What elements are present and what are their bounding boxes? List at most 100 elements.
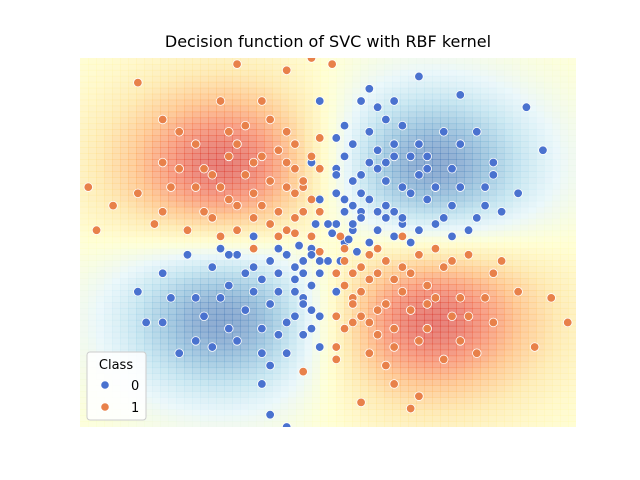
heatmap-cell (104, 81, 113, 89)
heatmap-cell (496, 415, 505, 422)
heatmap-cell (504, 218, 513, 226)
heatmap-cell (280, 337, 289, 345)
heatmap-cell (288, 177, 297, 184)
heatmap-cell (280, 302, 289, 309)
heatmap-cell (112, 147, 121, 154)
heatmap-cell (480, 421, 489, 427)
heatmap-cell (280, 58, 289, 65)
heatmap-cell (552, 355, 561, 363)
heatmap-cell (480, 93, 489, 101)
heatmap-cell (232, 218, 241, 226)
heatmap-cell (376, 171, 385, 178)
heatmap-cell (112, 302, 121, 309)
heatmap-cell (208, 355, 217, 363)
heatmap-cell (96, 141, 105, 148)
heatmap-cell (376, 188, 385, 196)
heatmap-cell (176, 361, 185, 369)
heatmap-cell (200, 75, 209, 83)
heatmap-cell (296, 236, 305, 244)
heatmap-cell (416, 81, 425, 89)
heatmap-cell (568, 266, 576, 273)
heatmap-cell (560, 313, 569, 321)
heatmap-cell (128, 69, 137, 77)
heatmap-cell (528, 87, 537, 95)
heatmap-cell (288, 385, 297, 392)
heatmap-cell (264, 284, 273, 291)
heatmap-cell (344, 385, 353, 392)
heatmap-cell (256, 415, 265, 422)
heatmap-cell (192, 171, 201, 178)
heatmap-cell (400, 171, 409, 178)
heatmap-cell (120, 153, 129, 160)
heatmap-cell (552, 415, 561, 422)
heatmap-cell (432, 117, 441, 125)
heatmap-cell (536, 260, 545, 267)
heatmap-cell (528, 361, 537, 369)
class-1-point (215, 96, 226, 106)
heatmap-cell (344, 93, 353, 101)
heatmap-cell (168, 337, 177, 345)
heatmap-cell (464, 337, 473, 345)
heatmap-cell (544, 99, 553, 107)
heatmap-cell (400, 75, 409, 83)
heatmap-cell (224, 409, 233, 416)
heatmap-cell (128, 248, 137, 255)
class-0-point (352, 247, 362, 257)
heatmap-cell (96, 302, 105, 309)
heatmap-cell (440, 373, 449, 380)
heatmap-cell (400, 153, 409, 160)
heatmap-cell (408, 129, 417, 136)
heatmap-cell (96, 135, 105, 142)
heatmap-cell (424, 224, 433, 232)
heatmap-cell (528, 200, 537, 208)
heatmap-cell (280, 272, 289, 279)
heatmap-cell (424, 111, 433, 119)
heatmap-cell (544, 313, 553, 321)
heatmap-cell (336, 212, 345, 220)
heatmap-cell (512, 218, 521, 226)
heatmap-cell (144, 212, 153, 220)
heatmap-cell (536, 290, 545, 297)
heatmap-cell (448, 153, 457, 160)
heatmap-cell (200, 93, 209, 101)
heatmap-cell (272, 105, 281, 113)
heatmap-cell (512, 403, 521, 410)
heatmap-cell (280, 307, 289, 315)
heatmap-cell (360, 135, 369, 142)
heatmap-cell (344, 403, 353, 410)
heatmap-cell (528, 385, 537, 392)
heatmap-cell (496, 337, 505, 345)
heatmap-cell (472, 385, 481, 392)
heatmap-cell (496, 135, 505, 142)
heatmap-cell (272, 69, 281, 77)
heatmap-cell (88, 81, 97, 89)
heatmap-cell (312, 337, 321, 345)
heatmap-cell (288, 421, 297, 427)
heatmap-cell (472, 99, 481, 107)
heatmap-cell (552, 302, 561, 309)
heatmap-cell (360, 194, 369, 202)
heatmap-cell (488, 141, 497, 148)
class-0-point (422, 194, 432, 205)
heatmap-cell (80, 355, 89, 363)
heatmap-cell (264, 212, 273, 220)
heatmap-cell (520, 385, 529, 392)
heatmap-cell (312, 129, 321, 136)
heatmap-cell (240, 319, 249, 327)
heatmap-cell (448, 296, 457, 303)
heatmap-cell (280, 177, 289, 184)
heatmap-cell (560, 325, 569, 333)
heatmap-cell (384, 284, 393, 291)
heatmap-cell (480, 331, 489, 339)
class-0-point (207, 262, 217, 272)
heatmap-cell (160, 290, 169, 297)
heatmap-cell (520, 81, 529, 89)
heatmap-cell (328, 367, 337, 375)
heatmap-cell (88, 290, 97, 297)
heatmap-cell (488, 307, 497, 315)
heatmap-cell (136, 302, 145, 309)
heatmap-cell (456, 200, 465, 208)
heatmap-cell (248, 302, 257, 309)
heatmap-cell (400, 147, 409, 154)
heatmap-cell (168, 236, 177, 244)
